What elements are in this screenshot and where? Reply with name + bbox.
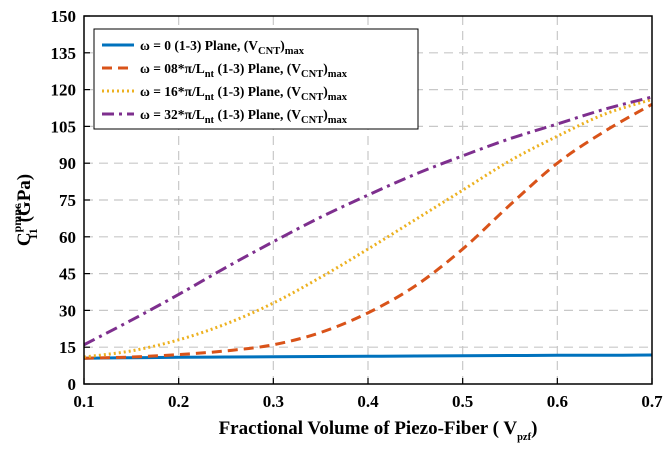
y-tick-label: 45 [59,265,76,284]
x-tick-label: 0.7 [641,392,663,411]
series-line-3 [83,97,653,359]
y-tick-label: 90 [59,154,76,173]
y-tick-label: 0 [68,375,77,394]
x-tick-label: 0.6 [547,392,568,411]
y-tick-label: 60 [59,228,76,247]
legend-label-2: ω = 08*π/Lnt (1-3) Plane, (VCNT)max [140,61,348,80]
y-axis-label: Cpmnc11(GPa) [10,174,40,246]
series-lines [83,95,653,360]
y-tick-label: 105 [51,117,77,136]
y-tick-label: 15 [59,338,76,357]
x-axis-label: Fractional Volume of Piezo-Fiber ( Vpzf) [219,418,538,443]
x-tick-label: 0.3 [263,392,284,411]
y-axis-ticks: 0 15 30 45 60 75 90 105 120 135 150 [51,7,90,394]
legend-label-1: ω = 0 (1-3) Plane, (VCNT)max [140,38,305,57]
y-tick-label: 150 [51,7,77,26]
y-tick-label: 75 [59,191,76,210]
legend-label-4: ω = 32*π/Lnt (1-3) Plane, (VCNT)max [140,107,348,126]
legend: ω = 0 (1-3) Plane, (VCNT)max ω = 08*π/Lnt… [93,28,419,130]
x-tick-label: 0.4 [357,392,379,411]
y-tick-label: 135 [51,44,77,63]
y-tick-label: 30 [59,301,76,320]
series-line-2 [83,103,653,360]
legend-box [93,28,419,130]
series-line-4 [83,95,653,347]
x-tick-label: 0.2 [168,392,189,411]
x-axis-ticks: 0.1 0.2 0.3 0.4 0.5 0.6 0.7 [73,378,663,411]
y-tick-label: 120 [51,81,77,100]
x-tick-label: 0.1 [73,392,94,411]
legend-label-3: ω = 16*π/Lnt (1-3) Plane, (VCNT)max [140,84,348,103]
x-tick-label: 0.5 [452,392,473,411]
series-line-1 [83,353,653,360]
